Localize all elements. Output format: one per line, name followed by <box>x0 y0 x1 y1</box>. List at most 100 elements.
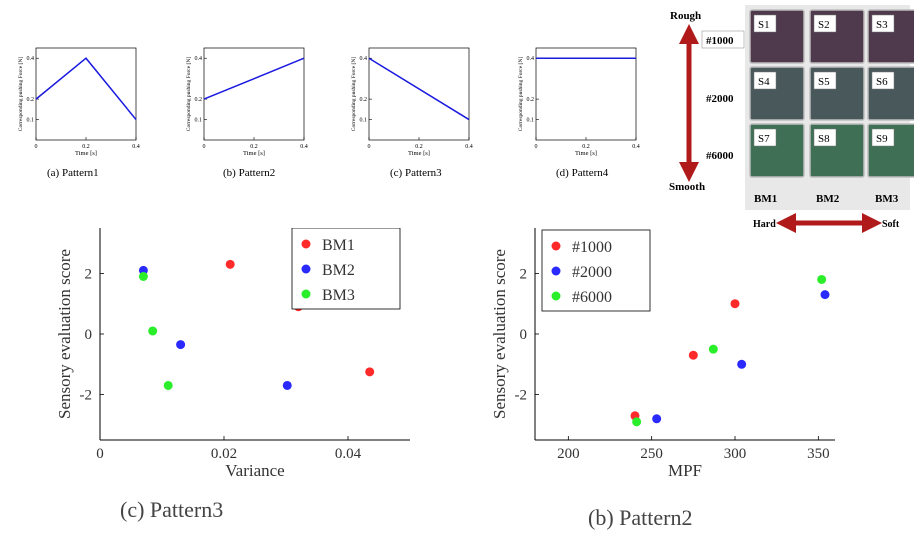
x-tick-label: 0.2 <box>82 144 90 150</box>
pattern4-caption: (d) Pattern4 <box>556 167 609 179</box>
x-tick-label: 0.4 <box>132 144 140 150</box>
y-tick-label: 0 <box>85 327 93 343</box>
force-line <box>35 57 137 121</box>
legend-marker <box>301 289 311 299</box>
x-tick-label: 0 <box>368 144 371 150</box>
data-point-n1000 <box>688 350 698 360</box>
pattern3-chart: 0 0.2 0.4 0.1 0.2 0.4 Time [s] Corresponding pu… <box>351 47 473 157</box>
force-line <box>368 57 470 121</box>
pattern1-chart: 0 0.2 0.4 0.1 0.2 0.4 Time [s] Corresponding pu… <box>18 47 140 157</box>
legend-marker <box>551 266 561 276</box>
x-tick-label: 0 <box>203 144 206 150</box>
mpf-scatter-chart: 200 250 300 350 -2 0 2 MPF Sensory evaluation sc… <box>490 228 835 480</box>
y-tick-label: -2 <box>515 388 528 404</box>
y-axis-label: Corresponding pushing Force [N] <box>518 57 524 132</box>
y-tick-label: 0.1 <box>360 118 368 124</box>
x-tick-label: 350 <box>807 446 830 462</box>
x-tick-label: 0.2 <box>582 144 590 150</box>
x-axis-label: Time [s] <box>243 150 265 157</box>
y-tick-label: 0 <box>520 327 528 343</box>
tile-label-s3: S3 <box>876 19 888 31</box>
y-tick-label: 0.2 <box>360 97 368 103</box>
data-point-n2000 <box>652 414 662 424</box>
pattern3-caption: (c) Pattern3 <box>390 167 442 179</box>
x-tick-label: 300 <box>724 446 747 462</box>
legend-label: #6000 <box>572 289 612 306</box>
row-label-1000: #1000 <box>706 35 734 47</box>
col-label-bm1: BM1 <box>754 193 777 205</box>
tile-label-s6: S6 <box>876 76 888 88</box>
plot-frame <box>35 47 137 141</box>
smooth-label: Smooth <box>669 181 705 193</box>
tile-label-s7: S7 <box>758 133 770 145</box>
tile-label-s2: S2 <box>818 19 830 31</box>
tile-label-s9: S9 <box>876 133 888 145</box>
x-axis-label: Variance <box>225 461 284 480</box>
plot-frame <box>368 47 470 141</box>
y-tick-label: 0.2 <box>195 97 203 103</box>
y-axis-label: Sensory evaluation score <box>490 249 509 419</box>
data-point-n6000 <box>632 417 642 427</box>
data-point-bm3 <box>138 271 148 281</box>
tile-label-s8: S8 <box>818 133 830 145</box>
data-point-n6000 <box>817 274 827 284</box>
x-tick-label: 0.4 <box>632 144 640 150</box>
data-point-bm2 <box>176 340 186 350</box>
x-tick-label: 0 <box>535 144 538 150</box>
x-tick-label: 0.02 <box>211 446 237 462</box>
y-tick-label: 2 <box>85 266 93 282</box>
variance-scatter-chart: 0 0.02 0.04 -2 0 2 Variance Sensory evaluation … <box>55 228 410 480</box>
x-tick-label: 0 <box>96 446 104 462</box>
tile-label-s5: S5 <box>818 76 830 88</box>
x-tick-label: 0.2 <box>250 144 258 150</box>
left-big-caption: (c) Pattern3 <box>120 497 224 522</box>
pattern2-caption: (b) Pattern2 <box>223 167 276 179</box>
data-point-n2000 <box>820 290 830 300</box>
tile-label-box <box>753 128 777 147</box>
legend-label: BM2 <box>322 262 355 279</box>
pattern4-chart: 0 0.2 0.4 0.1 0.2 0.4 Time [s] Corresponding pu… <box>518 47 640 157</box>
tile-label-box <box>813 128 837 147</box>
right-big-caption: (b) Pattern2 <box>588 505 693 530</box>
legend-marker <box>301 264 311 274</box>
row-label-6000: #6000 <box>706 150 734 162</box>
data-point-n2000 <box>737 359 747 369</box>
tile-label-box <box>871 71 895 90</box>
y-tick-label: 0.1 <box>27 118 35 124</box>
x-tick-label: 0 <box>35 144 38 150</box>
tile-label-s4: S4 <box>758 76 770 88</box>
plot-frame <box>535 47 637 141</box>
x-tick-label: 0.4 <box>300 144 308 150</box>
y-tick-label: 0.4 <box>360 56 368 62</box>
col-label-bm2: BM2 <box>816 193 840 205</box>
y-tick-label: 0.4 <box>527 56 535 62</box>
y-axis-label: Sensory evaluation score <box>55 249 74 419</box>
y-tick-label: 2 <box>520 266 528 282</box>
tile-label-box <box>871 14 895 33</box>
y-tick-label: -2 <box>80 388 93 404</box>
tile-label-box <box>813 14 837 33</box>
legend-marker <box>551 291 561 301</box>
tile-label-box <box>753 14 777 33</box>
legend-marker <box>301 239 311 249</box>
y-tick-label: 0.2 <box>27 97 35 103</box>
x-tick-label: 0.2 <box>415 144 423 150</box>
legend-label: BM1 <box>322 237 355 254</box>
y-tick-label: 0.2 <box>527 97 535 103</box>
rough-label: Rough <box>670 10 701 22</box>
pattern1-caption: (a) Pattern1 <box>47 167 99 179</box>
row-label-box-1000 <box>701 30 745 49</box>
data-point-bm1 <box>365 367 375 377</box>
data-point-bm3 <box>163 380 173 390</box>
y-tick-label: 0.1 <box>527 118 535 124</box>
data-point-n6000 <box>708 344 718 354</box>
y-tick-label: 0.1 <box>195 118 203 124</box>
tile-label-s1: S1 <box>758 19 770 31</box>
legend-marker <box>551 241 561 251</box>
pattern2-chart: 0 0.2 0.4 0.1 0.2 0.4 Time [s] Corresponding pu… <box>186 47 308 157</box>
x-tick-label: 0.4 <box>465 144 473 150</box>
x-axis-label: Time [s] <box>75 150 97 157</box>
x-axis-label: MPF <box>668 461 702 480</box>
y-tick-label: 0.4 <box>195 56 203 62</box>
